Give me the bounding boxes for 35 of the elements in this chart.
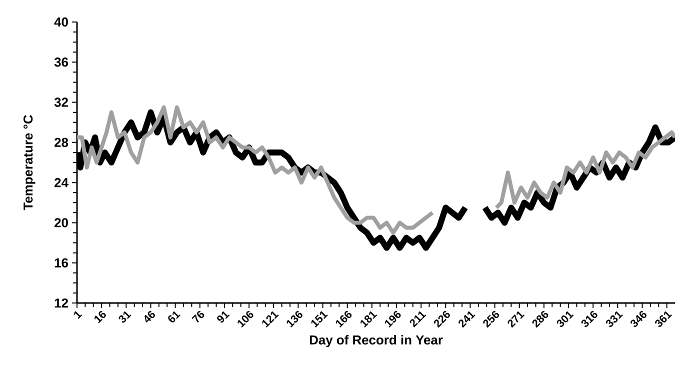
y-tick-label: 16	[54, 258, 68, 268]
y-tick-label: 32	[54, 98, 68, 107]
x-tick-label: 196	[385, 310, 401, 328]
y-tick-label: 40	[54, 17, 68, 27]
x-tick-label: 226	[434, 310, 450, 328]
x-tick-label: 301	[556, 311, 574, 327]
x-tick-label: 121	[262, 311, 279, 328]
x-tick-label: 286	[532, 310, 548, 328]
x-tick-label: 331	[606, 311, 623, 327]
x-tick-label: 136	[286, 310, 302, 328]
x-tick-label: 31	[118, 311, 132, 323]
x-tick-label: 61	[168, 311, 180, 322]
x-tick-label: 361	[655, 311, 672, 327]
x-tick-label: 211	[410, 311, 426, 328]
x-tick-label: 106	[238, 310, 254, 328]
x-tick-label: 271	[508, 311, 525, 328]
x-tick-label: 16	[94, 310, 106, 324]
y-tick-label: 36	[54, 58, 68, 67]
x-tick-label: 241	[458, 311, 476, 328]
x-tick-label: 151	[311, 311, 328, 328]
x-tick-label: 46	[144, 310, 155, 323]
x-axis-title: Day of Record in Year	[310, 335, 443, 348]
x-tick-label: 256	[483, 310, 500, 328]
x-tick-label: 166	[336, 310, 352, 328]
x-tick-label: 316	[581, 310, 598, 327]
y-tick-label: 12	[54, 298, 68, 308]
y-tick-label: 24	[54, 178, 68, 188]
x-tick-label: 181	[360, 311, 378, 328]
x-tick-label: 346	[630, 310, 646, 327]
y-axis-title: Temperature °C	[24, 115, 36, 210]
x-tick-label: 1	[74, 311, 82, 319]
y-tick-label: 28	[54, 138, 68, 148]
x-tick-label: 91	[217, 311, 230, 323]
y-tick-label: 20	[54, 218, 68, 228]
x-tick-label: 76	[192, 310, 204, 323]
